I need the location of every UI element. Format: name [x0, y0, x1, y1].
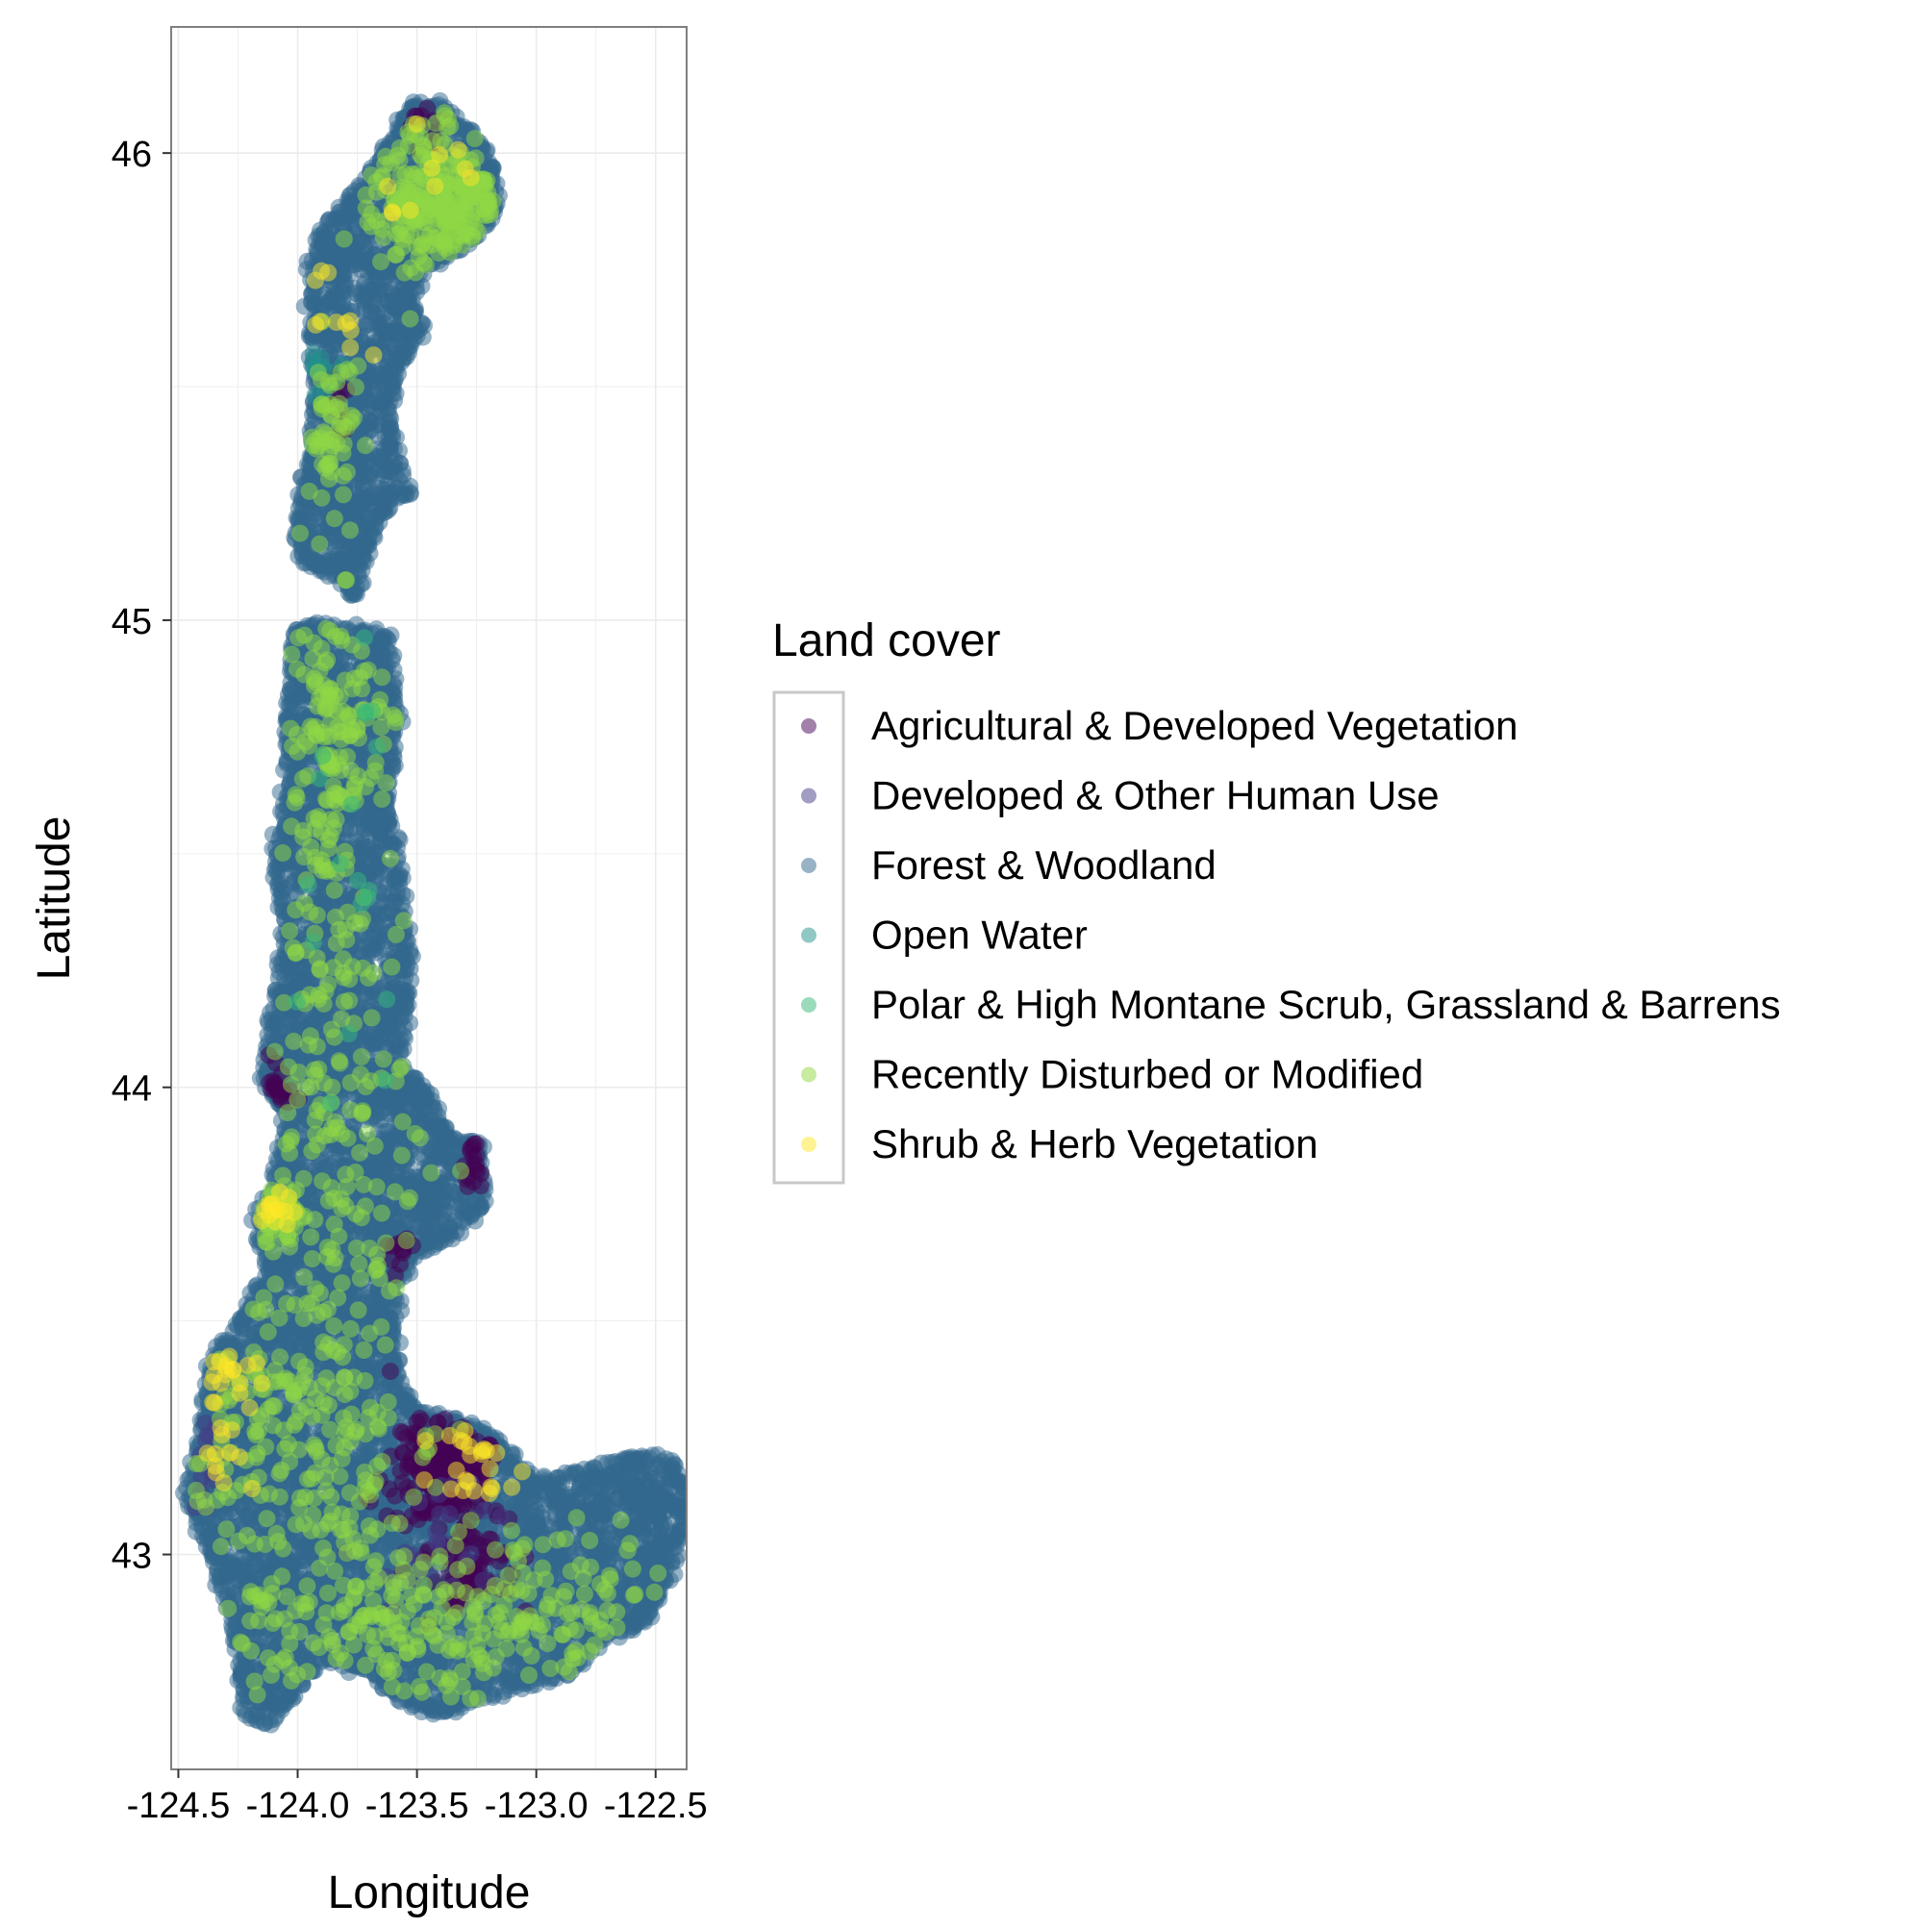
data-points	[175, 92, 687, 1734]
